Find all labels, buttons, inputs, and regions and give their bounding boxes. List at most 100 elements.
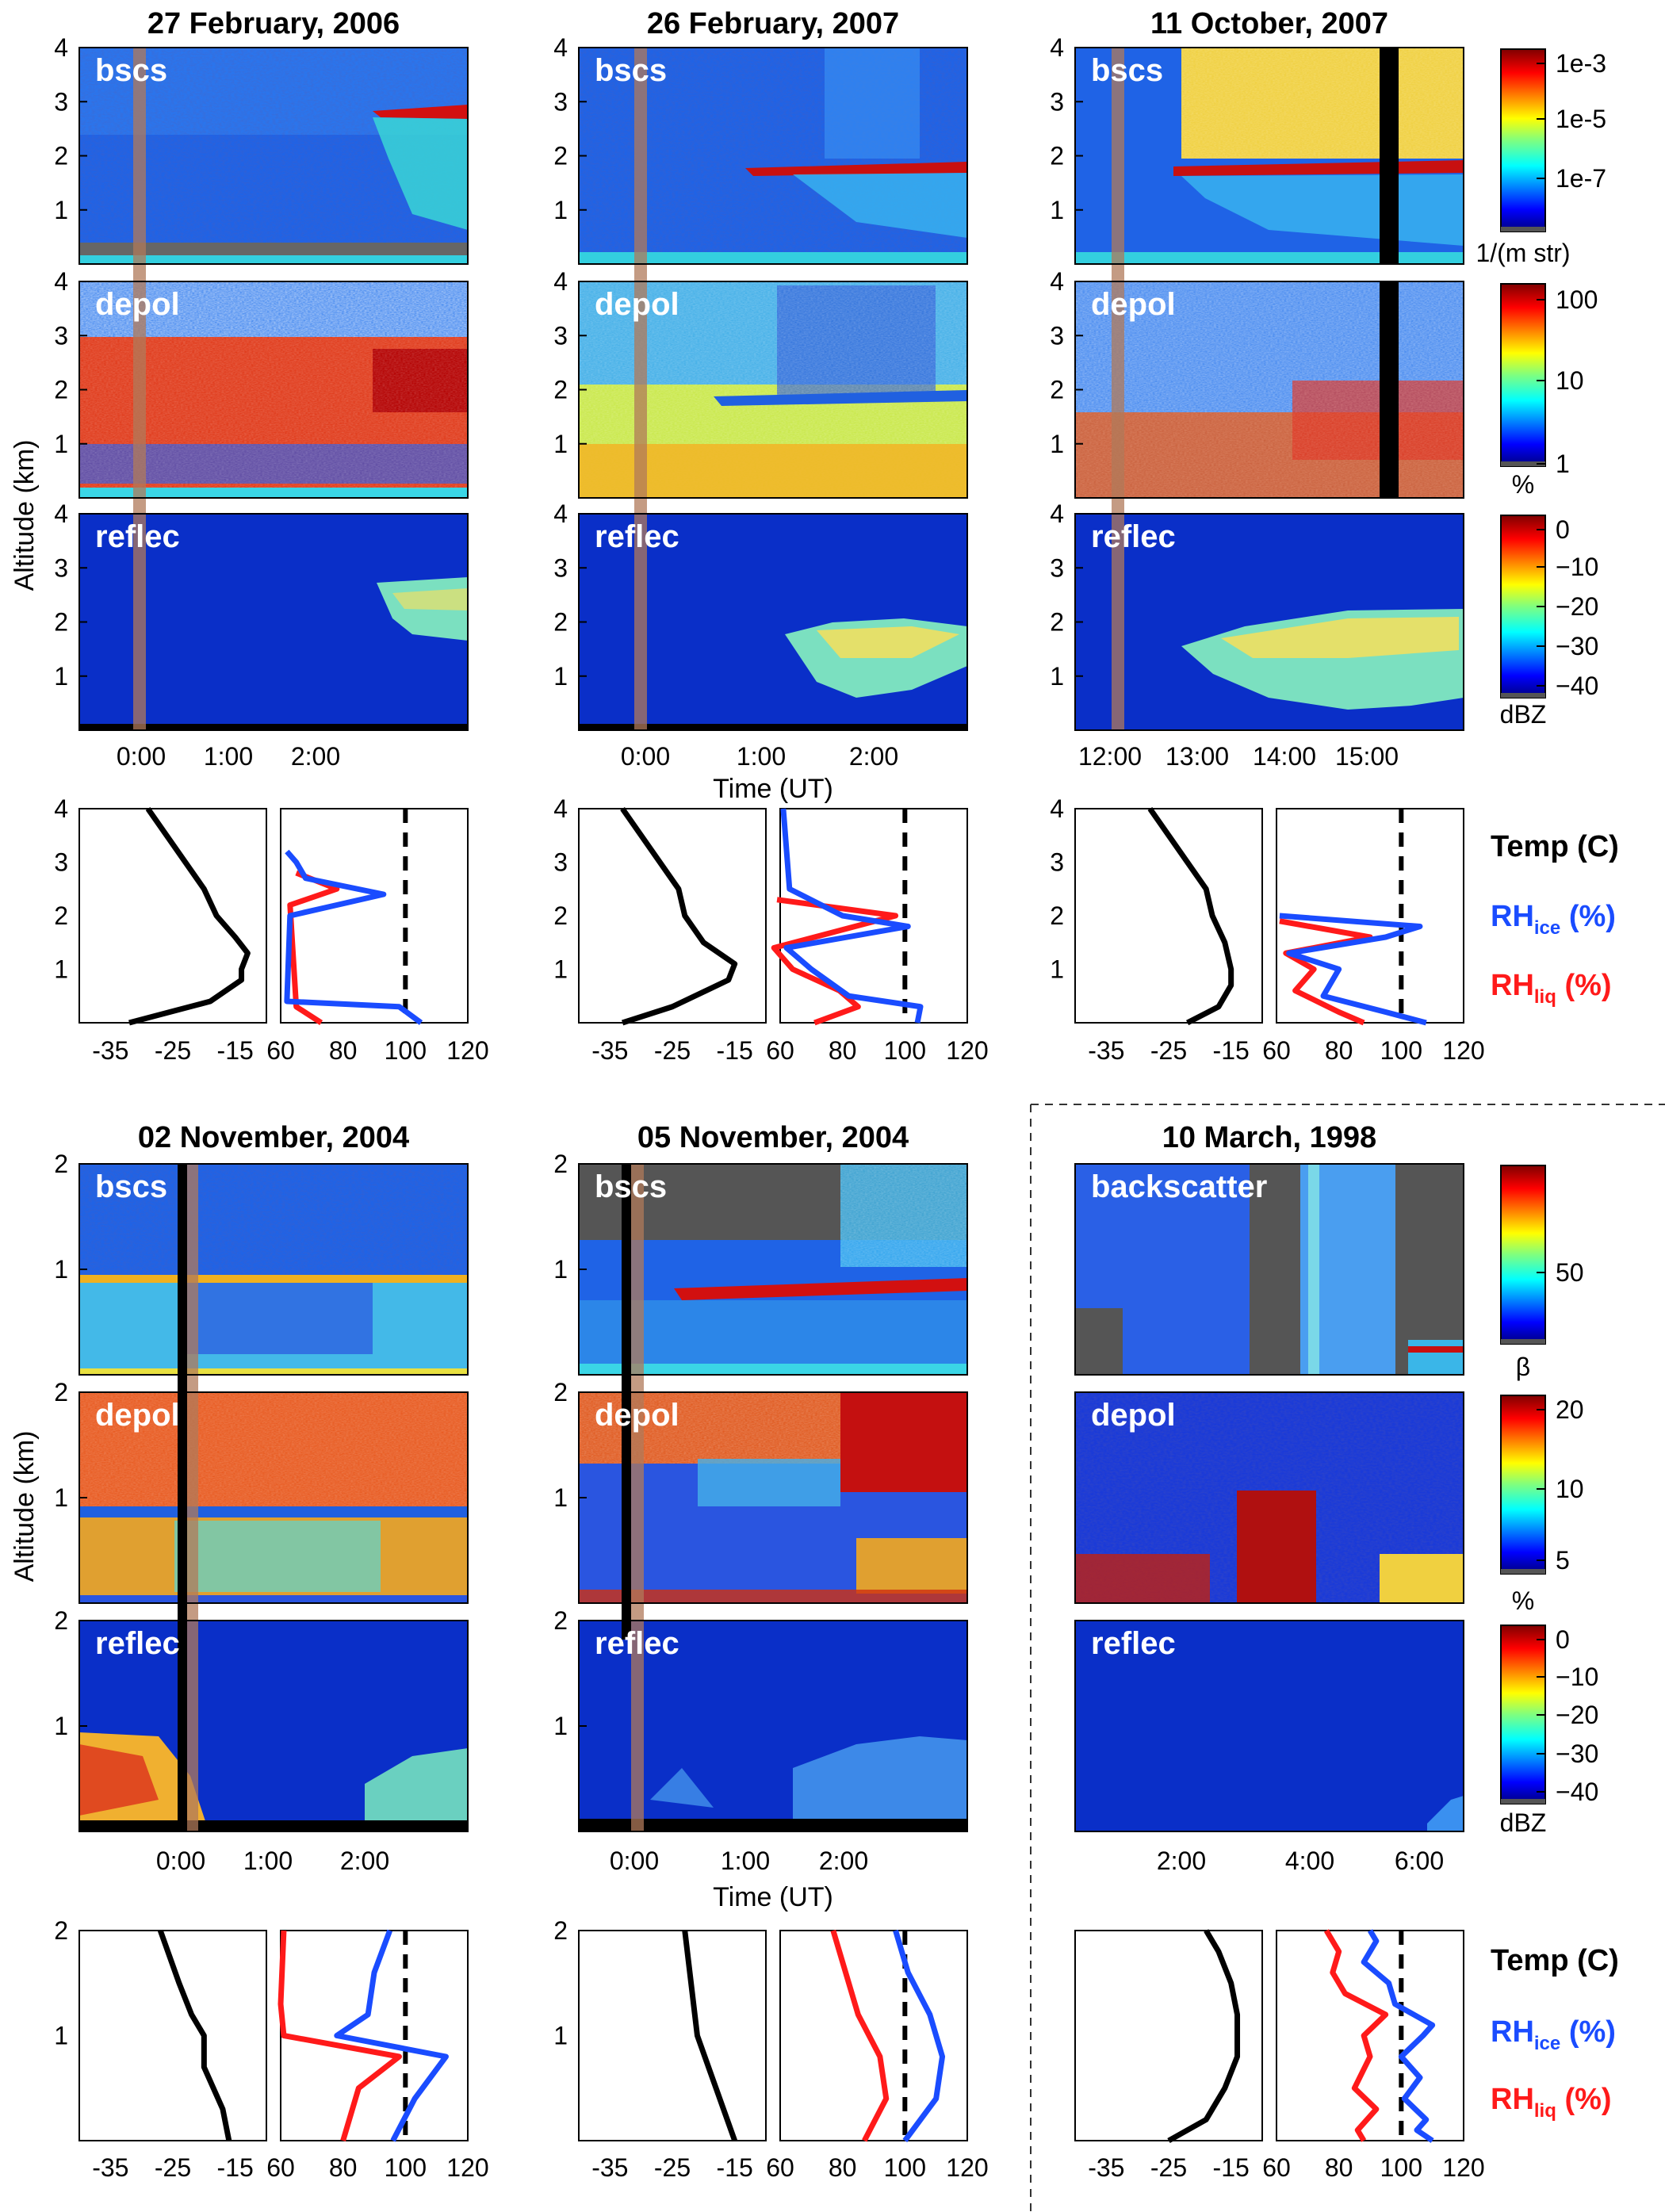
rh-x-tick-label: 60 [766, 1036, 794, 1065]
y-tick-label: 2 [1050, 608, 1064, 637]
rh-ice-line [1279, 913, 1427, 1026]
colorbar-gradient [1500, 515, 1546, 698]
temp-x-tick-label: -15 [217, 2153, 254, 2182]
y-tick-label: 2 [54, 376, 68, 404]
x-tick-label: 2:00 [849, 742, 898, 771]
colorbar-tick-label: 100 [1556, 285, 1598, 314]
y-tick-label: 4 [1050, 794, 1064, 823]
y-tick-label: 2 [553, 1378, 568, 1406]
x-tick-label: 1:00 [737, 742, 786, 771]
y-tick-label: 1 [553, 955, 568, 984]
panel-label: bscs [595, 53, 667, 88]
temp-x-tick-label: -15 [717, 2153, 753, 2182]
y-tick-label: 3 [553, 321, 568, 350]
colorbar-tick-label: 5 [1556, 1546, 1570, 1575]
y-tick-label: 2 [553, 1150, 568, 1178]
rh-profile-frame [779, 1930, 968, 2141]
temp-x-tick-label: -25 [1150, 2153, 1187, 2182]
temp-x-tick-label: -35 [591, 2153, 628, 2182]
x-tick-label: 0:00 [610, 1847, 659, 1875]
y-tick-label: 1 [553, 430, 568, 458]
temp-x-tick-label: -15 [717, 1036, 753, 1065]
x-tick-label: 0:00 [621, 742, 670, 771]
colorbar-tick-label: 1e-3 [1556, 49, 1606, 78]
rh-x-tick-label: 100 [884, 2153, 926, 2182]
temp-x-tick-label: -35 [1088, 2153, 1124, 2182]
y-tick-label: 1 [553, 2022, 568, 2050]
rh-liquid-line [830, 1930, 890, 2142]
panel-label: depol [595, 287, 679, 322]
colorbar: 50 β [1500, 1165, 1584, 1381]
temp-x-tick-label: -25 [654, 2153, 691, 2182]
colorbar-unit: dBZ [1500, 1808, 1547, 1837]
panel-label: backscatter [1091, 1169, 1267, 1204]
legend-rh-ice: RHice (%) [1491, 900, 1616, 939]
rh-x-tick-label: 120 [446, 2153, 488, 2182]
y-tick-label: 4 [553, 267, 568, 296]
temp-x-tick-label: -15 [217, 1036, 254, 1065]
time-marker-overlay [1112, 48, 1124, 730]
time-marker-overlay [133, 48, 146, 730]
y-tick-label: 4 [54, 794, 68, 823]
temp-x-tick-label: -15 [1213, 1036, 1250, 1065]
y-tick-label: 2 [553, 1916, 568, 1945]
colorbar-tick-label: 20 [1556, 1395, 1584, 1424]
x-tick-label: 2:00 [291, 742, 340, 771]
y-tick-label: 1 [54, 196, 68, 224]
legend-bottom: Temp (C) RHice (%) RHliq (%) [1491, 1944, 1619, 2122]
rh-ice-line [893, 1930, 946, 2143]
rh-x-tick-label: 100 [884, 1036, 926, 1065]
temp-x-tick-label: -25 [654, 1036, 691, 1065]
x-tick-label: 1:00 [204, 742, 253, 771]
rh-x-tick-label: 100 [1380, 2153, 1422, 2182]
rh-ice-line [284, 849, 423, 1025]
panel-label: reflec [95, 1626, 180, 1661]
heatmaps-26-feb-2007 [579, 48, 967, 730]
y-tick-label: 2 [553, 608, 568, 637]
legend-rh-liq: RHliq (%) [1491, 2083, 1612, 2122]
y-tick-label: 2 [553, 376, 568, 404]
rh-ice-line [334, 1929, 449, 2142]
rh-x-tick-label: 60 [1262, 1036, 1291, 1065]
rh-x-tick-label: 100 [385, 2153, 427, 2182]
x-tick-label: 12:00 [1078, 742, 1142, 771]
colorbar-bottom-swatch [1501, 1799, 1545, 1804]
time-marker-overlay [634, 48, 647, 730]
temperature-line [1167, 1929, 1241, 2144]
colorbar-unit: β [1516, 1353, 1530, 1381]
x-tick-label: 4:00 [1285, 1847, 1334, 1875]
legend-temp: Temp (C) [1491, 830, 1619, 863]
colorbar-gradient [1500, 48, 1546, 232]
y-tick-label: 4 [553, 794, 568, 823]
legend-rh-liq: RHliq (%) [1491, 969, 1612, 1008]
colorbar-tick-label: 0 [1556, 1625, 1570, 1654]
y-tick-label: 1 [54, 1483, 68, 1512]
x-tick-label: 2:00 [1157, 1847, 1206, 1875]
y-tick-label: 1 [553, 196, 568, 224]
colorbar-gradient [1500, 1165, 1546, 1345]
temperature-profile-frame [578, 1930, 767, 2141]
colorbar: 100 10 1% [1500, 283, 1598, 499]
colorbar-bottom-swatch [1501, 461, 1545, 466]
panel-label: reflec [95, 519, 180, 554]
colorbar: 1e-3 1e-5 1e-7 1/(m str) [1476, 48, 1606, 267]
y-tick-label: 1 [553, 1483, 568, 1512]
rh-x-tick-label: 80 [329, 2153, 358, 2182]
rh-x-tick-label: 120 [1442, 2153, 1484, 2182]
rh-x-tick-label: 120 [446, 1036, 488, 1065]
rh-ice-line [780, 808, 924, 1024]
colorbar-tick-label: −30 [1556, 1739, 1598, 1768]
colorbar-tick-label: −40 [1556, 1778, 1598, 1806]
rh-x-tick-label: 60 [266, 2153, 295, 2182]
x-tick-label: 0:00 [156, 1847, 205, 1875]
colorbar-tick-label: 10 [1556, 366, 1584, 395]
y-tick-label: 2 [1050, 901, 1064, 930]
rh-x-tick-label: 120 [1442, 1036, 1484, 1065]
rh-x-tick-label: 80 [1325, 2153, 1353, 2182]
temperature-line [128, 806, 251, 1026]
colorbar-tick-label: −40 [1556, 672, 1598, 700]
colorbar: 20 10 5% [1500, 1395, 1584, 1615]
panel-label: depol [595, 1398, 679, 1433]
temperature-line [620, 806, 738, 1026]
